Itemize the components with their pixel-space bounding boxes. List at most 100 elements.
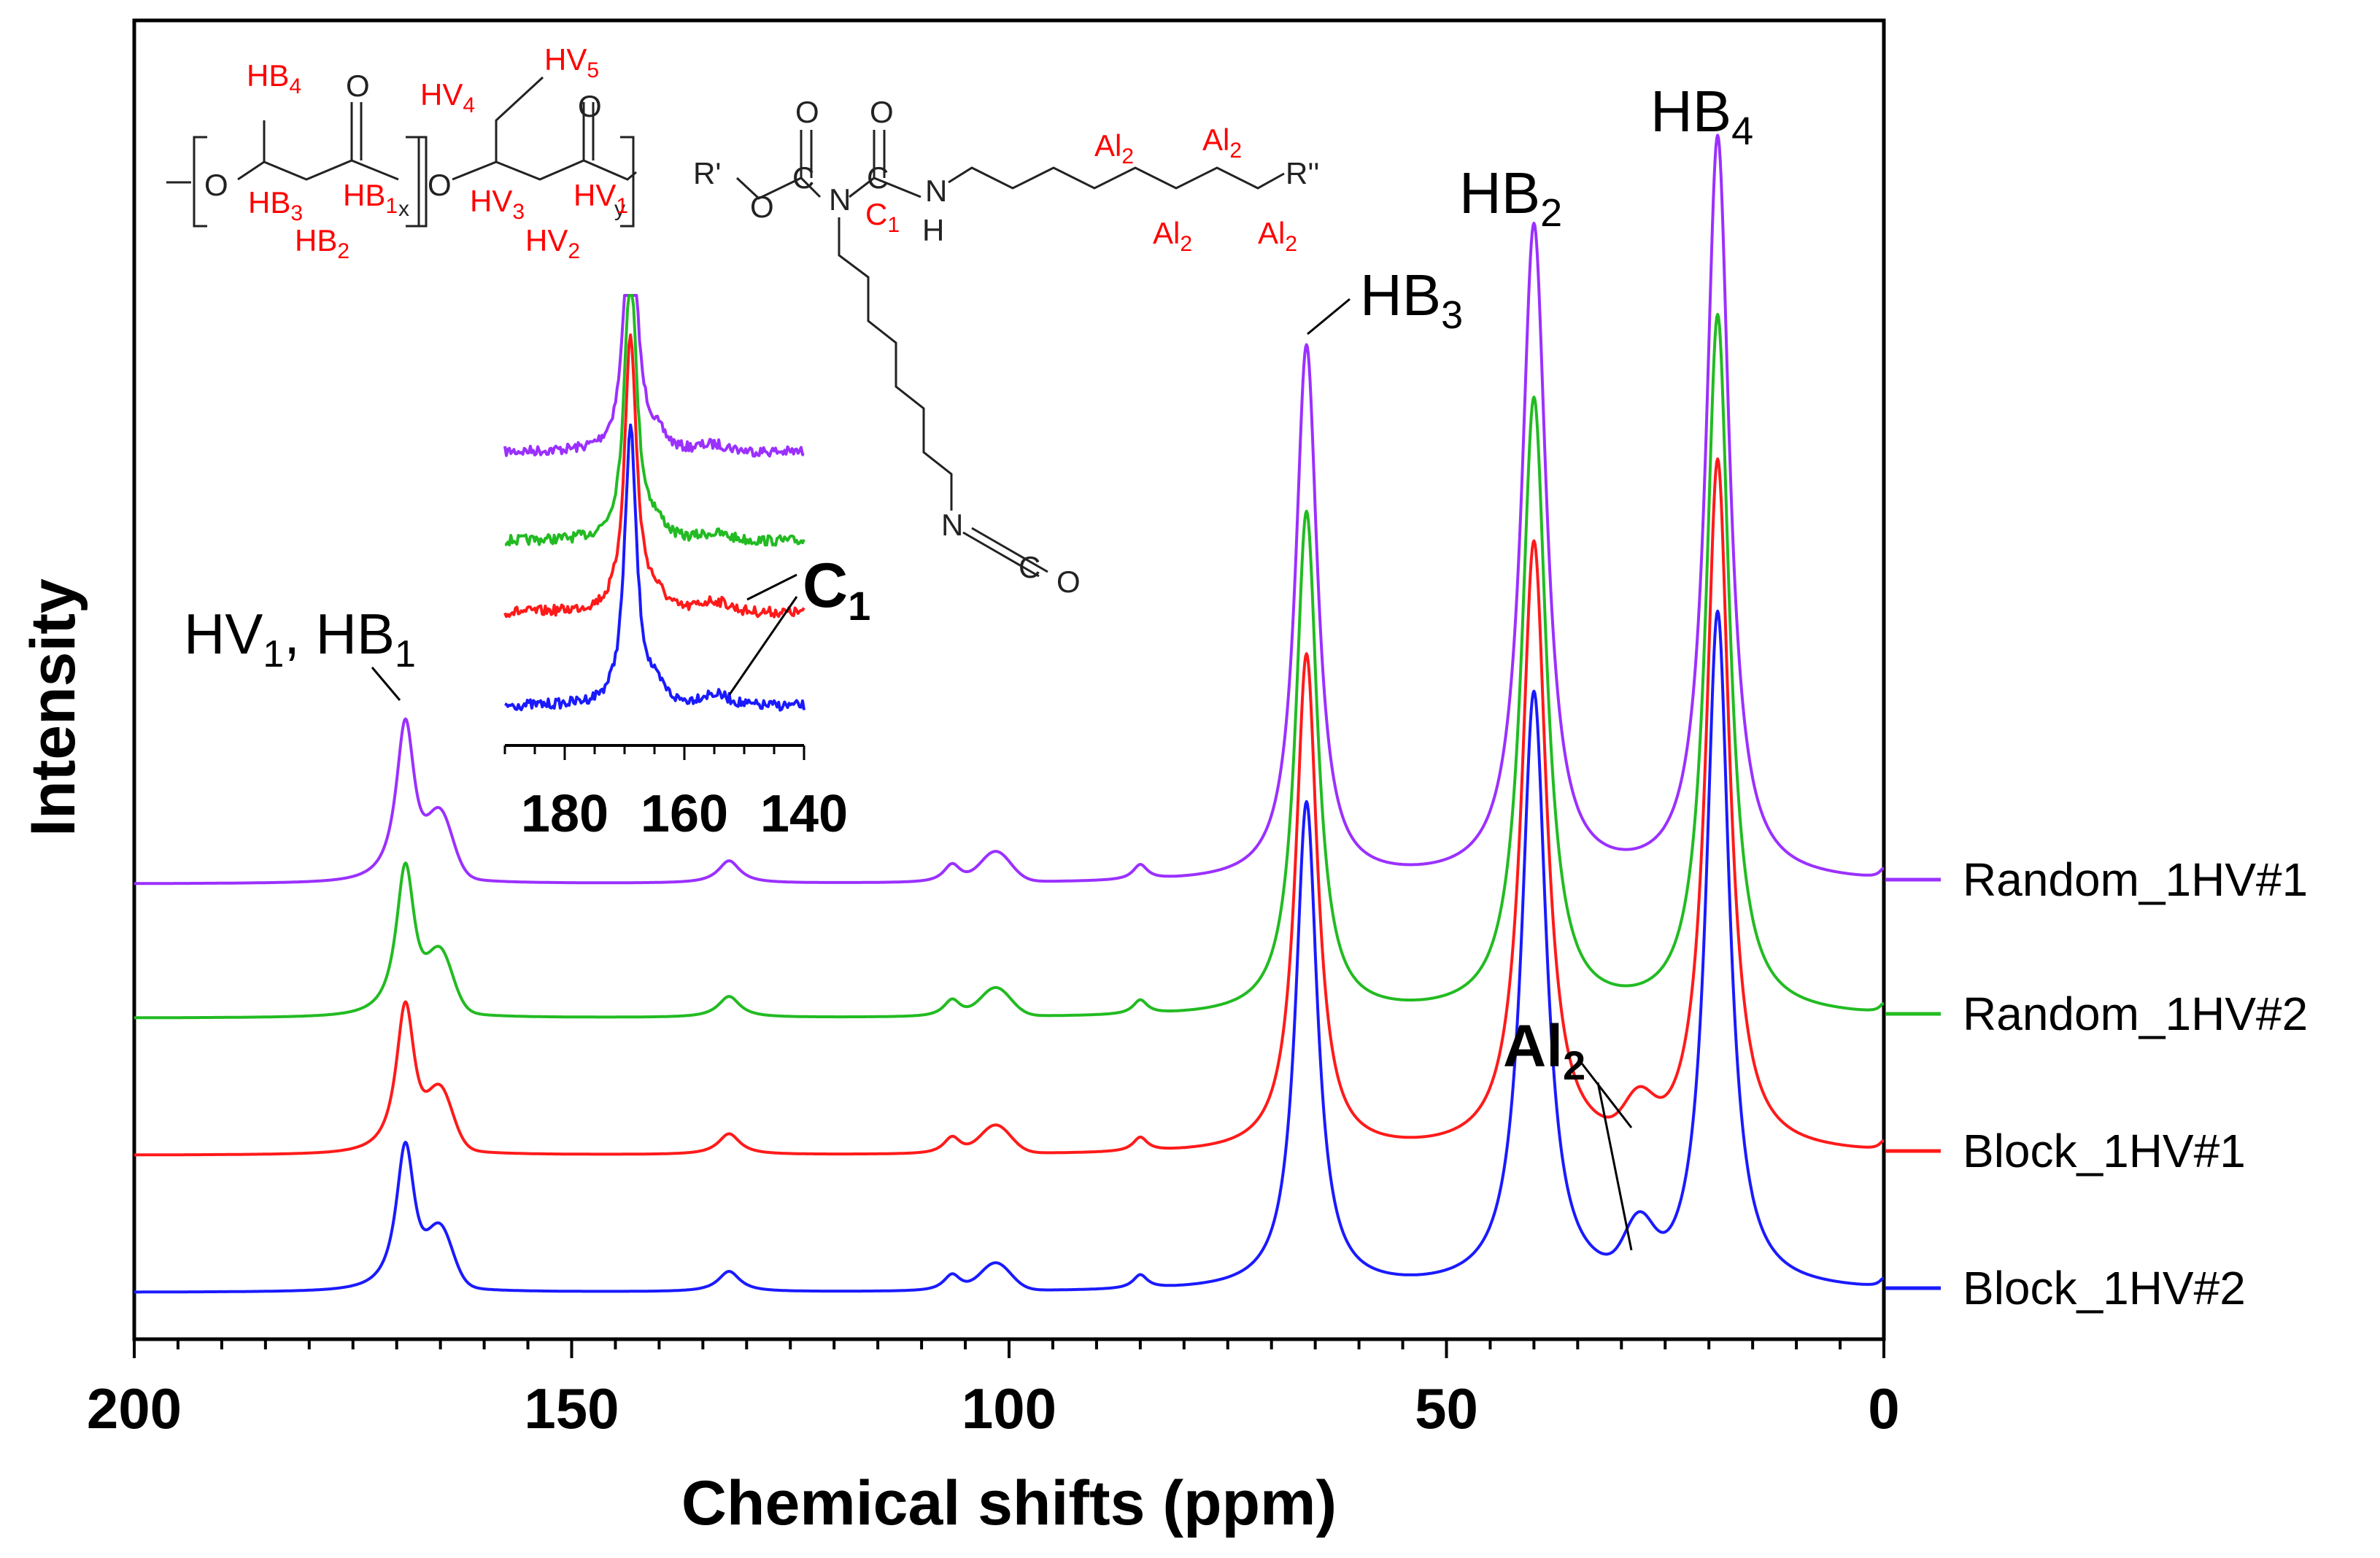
hb3-label: HB3: [1360, 263, 1463, 337]
phbv-hv2-s: 2: [568, 239, 580, 263]
cl-al2-d-s: 2: [1285, 232, 1297, 256]
inset-series-Block_1HV#2: [504, 423, 805, 712]
x-tick-label: 50: [1415, 1376, 1478, 1441]
phbv-hb3-s: 3: [290, 201, 303, 225]
inset-c1: 180 160 140 C1: [503, 294, 870, 843]
hb3-sub: 3: [1441, 293, 1463, 337]
phbv-bonds: [166, 76, 637, 184]
inset-c1-leader-2: [728, 596, 798, 695]
cl-al2-a-m: Al: [1094, 128, 1121, 163]
inset-c1-main: C: [803, 551, 848, 621]
phbv-hv2-m: HV: [525, 223, 568, 257]
phbv-hb4-m: HB: [247, 58, 289, 93]
phbv-bracket-right: [620, 136, 635, 228]
legend: Random_1HV#1 Random_1HV#2 Block_1HV#1 Block…: [1885, 853, 2308, 1314]
hv1-sep: ,: [284, 602, 315, 666]
inset-c1-sub: 1: [848, 583, 870, 629]
al2-sub: 2: [1563, 1042, 1585, 1088]
cl-n-h: N: [925, 174, 947, 208]
phbv-bracket-left: [193, 136, 207, 228]
phbv-hv5-m: HV: [544, 42, 587, 77]
phbv-hb2-s: 2: [337, 239, 349, 263]
al2-leader-1: [1580, 1063, 1633, 1128]
spectra: [134, 133, 1885, 1294]
phbv-x: x: [398, 197, 409, 221]
cl-c1-m: C: [865, 197, 887, 231]
phbv-hv4: HV4: [420, 77, 475, 117]
hb3-leader: [1307, 298, 1351, 336]
phbv-o3: O: [428, 168, 452, 202]
cl-al2-a-s: 2: [1121, 144, 1134, 168]
phbv-o1: O: [204, 168, 228, 202]
inset-series-Random_1HV#2: [504, 294, 805, 547]
hb1-sub: 1: [395, 633, 416, 675]
crosslinker-structure: [735, 130, 1285, 578]
cl-o-iso: O: [1056, 565, 1081, 599]
inset-c1-label: C1: [803, 551, 870, 629]
al2-label: Al2: [1503, 1013, 1585, 1088]
cl-c1-s: 1: [887, 213, 900, 237]
hb3-main: HB: [1360, 263, 1441, 328]
cl-al2-b: Al2: [1202, 123, 1242, 163]
series-Random_1HV#1: [134, 133, 1885, 885]
phbv-hv3-s: 3: [512, 200, 525, 224]
phbv-hb4: HB4: [247, 58, 301, 98]
phbv-hv1-s: 1: [616, 194, 628, 218]
cl-al2-a: Al2: [1094, 128, 1134, 168]
peak-annotations: HB4 HB2 HB3 HV1, HB1 Al2: [184, 79, 1753, 1251]
x-tick-label: 150: [524, 1376, 619, 1441]
hb1-main: HB: [316, 602, 395, 666]
legend-label: Random_1HV#2: [1963, 988, 2308, 1040]
phbv-labels: O O O O x y HB4 HB3 HB2 HB1 HV5 HV4 HV3 …: [204, 42, 628, 263]
hv1-leader: [371, 667, 401, 701]
cl-o-up2: O: [870, 95, 894, 129]
phbv-hv3: HV3: [470, 184, 525, 224]
cl-al2-c-s: 2: [1180, 232, 1192, 256]
phbv-hb1: HB1: [343, 178, 398, 218]
phbv-hv1-m: HV: [573, 178, 616, 212]
inset-tick-label: 180: [521, 785, 608, 843]
phbv-hb2: HB2: [295, 223, 349, 263]
legend-label: Block_1HV#1: [1963, 1125, 2246, 1177]
phbv-hv5-s: 5: [587, 58, 599, 82]
al2-leader-2: [1596, 1082, 1633, 1251]
hb4-sub: 4: [1731, 109, 1753, 153]
cl-al2-d-m: Al: [1258, 216, 1285, 250]
phbv-y: y: [614, 197, 625, 221]
phbv-hv4-s: 4: [463, 93, 475, 117]
phbv-hb3-m: HB: [248, 185, 290, 220]
cl-r1: R': [693, 156, 721, 190]
phbv-structure: [166, 76, 637, 228]
inset-series-Random_1HV#1: [503, 294, 805, 458]
cl-al2-d: Al2: [1258, 216, 1297, 256]
phbv-hv2: HV2: [525, 223, 580, 263]
cl-c-iso: C: [1019, 550, 1040, 584]
phbv-hb3: HB3: [248, 185, 303, 225]
cl-n-main: N: [829, 182, 851, 217]
legend-label: Block_1HV#2: [1963, 1262, 2246, 1314]
x-axis: 200 150 100 50 0: [87, 1339, 1900, 1441]
cl-al2-b-s: 2: [1229, 139, 1242, 163]
hv1-main: HV: [184, 602, 263, 666]
hb2-sub: 2: [1540, 191, 1562, 235]
inset-tick-label: 140: [760, 785, 848, 843]
hb2-label: HB2: [1459, 160, 1562, 235]
cl-c1: C1: [865, 197, 900, 237]
hv1-hb1-label: HV1, HB1: [184, 602, 416, 675]
crosslinker-bonds: [735, 130, 1285, 578]
phbv-hv4-m: HV: [420, 77, 463, 112]
inset-c1-leader-1: [746, 573, 797, 601]
hv1-sub: 1: [263, 633, 284, 675]
cl-n-iso: N: [941, 508, 963, 542]
phbv-hv3-m: HV: [470, 184, 512, 218]
crosslinker-labels: R' O C O N C O N H R'' C1 Al2 Al2 Al2 Al…: [693, 95, 1319, 599]
cl-al2-b-m: Al: [1202, 123, 1229, 157]
cl-c-urea: C: [867, 160, 889, 195]
phbv-hb1-s: 1: [385, 194, 398, 218]
al2-main: Al: [1503, 1013, 1563, 1080]
hb4-main: HB: [1650, 79, 1731, 144]
cl-r2: R'': [1286, 156, 1319, 190]
inset-series-Block_1HV#1: [503, 333, 805, 619]
series-Block_1HV#2: [134, 609, 1885, 1294]
